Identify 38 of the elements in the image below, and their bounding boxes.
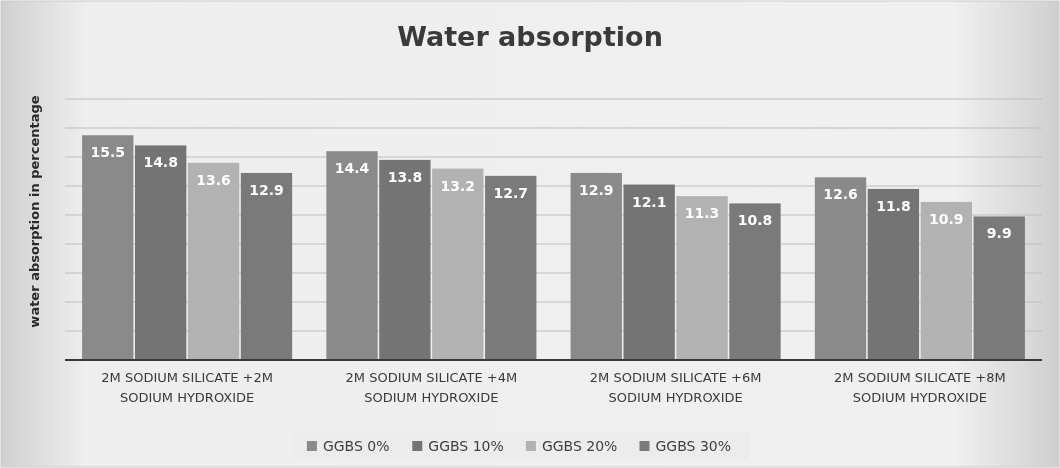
data-label: 10.8 xyxy=(737,212,773,229)
data-label: 14.4 xyxy=(334,160,370,177)
legend-label: GGBS 0% xyxy=(322,437,390,454)
data-label: 12.9 xyxy=(249,181,284,198)
bar xyxy=(729,203,781,360)
data-label: 12.6 xyxy=(823,186,858,203)
data-label: 10.9 xyxy=(929,210,964,227)
legend-label: GGBS 10% xyxy=(428,437,504,454)
bar xyxy=(379,159,431,360)
data-label: 13.8 xyxy=(387,168,423,185)
data-label: 9.9 xyxy=(986,225,1012,242)
bar xyxy=(973,216,1025,360)
bar xyxy=(326,151,378,360)
data-label: 13.2 xyxy=(440,177,476,194)
bar xyxy=(485,175,537,360)
data-label: 13.6 xyxy=(196,171,231,188)
x-tick-label: 2M SODIUM SILICATE +6M SODIUM HYDROXIDE xyxy=(589,370,762,405)
legend-label: GGBS 30% xyxy=(655,437,732,454)
chart-title: Water absorption xyxy=(397,21,663,52)
bar xyxy=(240,172,293,360)
data-label: 11.3 xyxy=(684,205,720,222)
data-label: 12.7 xyxy=(493,184,529,201)
bar xyxy=(135,145,187,360)
bar xyxy=(623,184,675,360)
y-axis-title: water absorption in percentage xyxy=(27,95,42,328)
bar xyxy=(867,188,920,360)
bar xyxy=(82,135,134,360)
x-tick-label: 2M SODIUM SILICATE +8M SODIUM HYDROXIDE xyxy=(834,370,1006,405)
bar xyxy=(814,177,867,360)
bar xyxy=(570,172,622,360)
data-label: 11.8 xyxy=(876,197,911,214)
data-label: 14.8 xyxy=(143,154,178,171)
legend-label: GGBS 20% xyxy=(541,437,618,454)
data-label: 15.5 xyxy=(90,144,126,161)
x-tick-label: 2M SODIUM SILICATE +2M SODIUM HYDROXIDE xyxy=(101,370,273,405)
x-tick-label: 2M SODIUM SILICATE +4M SODIUM HYDROXIDE xyxy=(345,370,518,405)
data-label: 12.9 xyxy=(578,181,614,198)
data-label: 12.1 xyxy=(631,193,667,210)
